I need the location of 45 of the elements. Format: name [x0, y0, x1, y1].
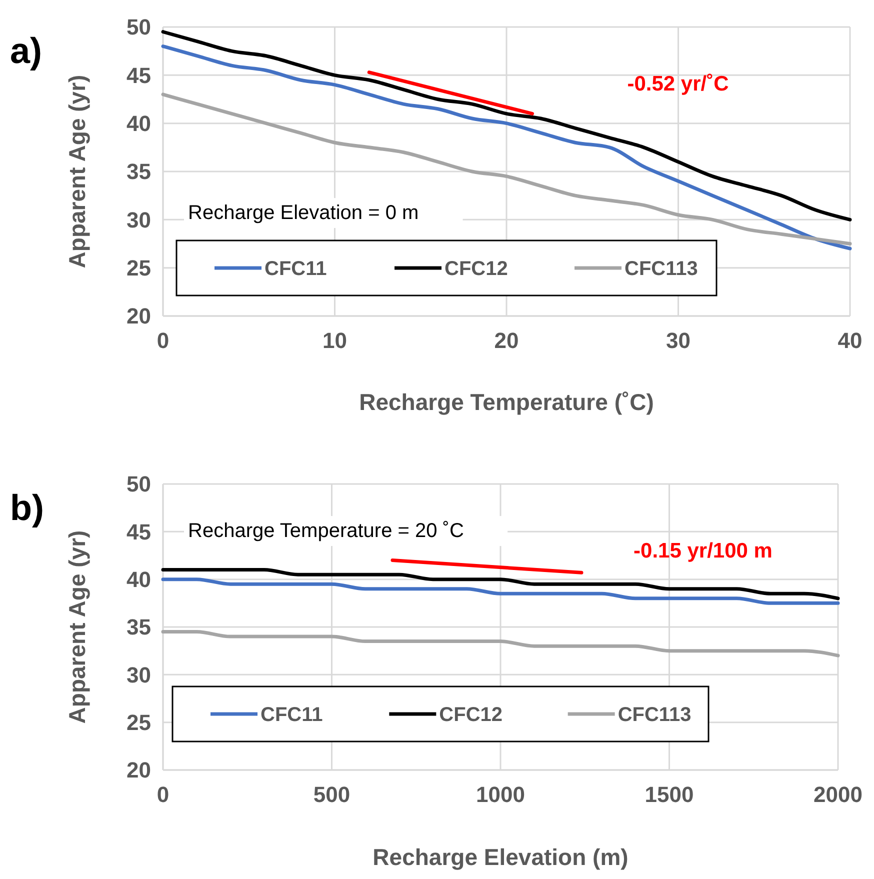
- y-tick-label: 25: [126, 256, 151, 281]
- y-tick-label: 45: [126, 62, 151, 88]
- line-series: [161, 578, 840, 605]
- x-tick-label: 10: [322, 328, 347, 353]
- y-tick-label: 25: [126, 710, 151, 736]
- legend-label: CFC12: [439, 704, 503, 726]
- y-tick-label: 40: [126, 567, 151, 592]
- x-axis-title: Recharge Temperature (˚C): [359, 389, 654, 415]
- legend-label: CFC113: [618, 704, 692, 726]
- y-tick-label: 50: [126, 14, 151, 40]
- line-series: [161, 568, 840, 600]
- line-series: [161, 44, 852, 250]
- x-tick-label: 2000: [814, 782, 862, 807]
- y-tick-label: 50: [126, 472, 151, 497]
- x-tick-label: 0: [156, 782, 170, 807]
- y-tick-label: 40: [126, 111, 151, 136]
- y-tick-label: 35: [126, 159, 151, 184]
- x-tick-label: 1000: [476, 782, 525, 807]
- y-tick-label: 45: [126, 519, 151, 544]
- annotation: -0.52 yr/˚C: [627, 72, 729, 96]
- annotation: Recharge Temperature = 20 ˚C: [188, 520, 464, 542]
- text: a): [10, 30, 42, 71]
- legend-label: CFC11: [260, 704, 323, 726]
- legend-label: CFC113: [624, 258, 698, 280]
- y-tick-label: 20: [126, 304, 151, 329]
- annotation: -0.15 yr/100 m: [634, 539, 772, 562]
- y-tick-label: 30: [126, 662, 151, 688]
- x-tick-label: 500: [313, 782, 350, 807]
- x-tick-label: 30: [666, 328, 690, 353]
- x-tick-label: 40: [838, 328, 862, 353]
- y-tick-label: 20: [126, 758, 151, 783]
- text: b): [10, 487, 44, 528]
- x-tick-label: 1500: [644, 782, 694, 807]
- line-series: [161, 30, 852, 222]
- legend-label: CFC11: [264, 258, 327, 280]
- y-tick-label: 30: [126, 207, 151, 232]
- y-tick-label: 35: [126, 614, 151, 640]
- annotation: Recharge Elevation = 0 m: [188, 202, 419, 224]
- y-axis-title: Apparent Age (yr): [64, 530, 90, 724]
- x-tick-label: 20: [494, 328, 519, 353]
- line-series: [161, 630, 840, 658]
- y-axis-title: Apparent Age (yr): [64, 74, 90, 268]
- legend-label: CFC12: [444, 258, 508, 280]
- x-tick-label: 0: [156, 328, 170, 353]
- x-axis-title: Recharge Elevation (m): [372, 844, 628, 870]
